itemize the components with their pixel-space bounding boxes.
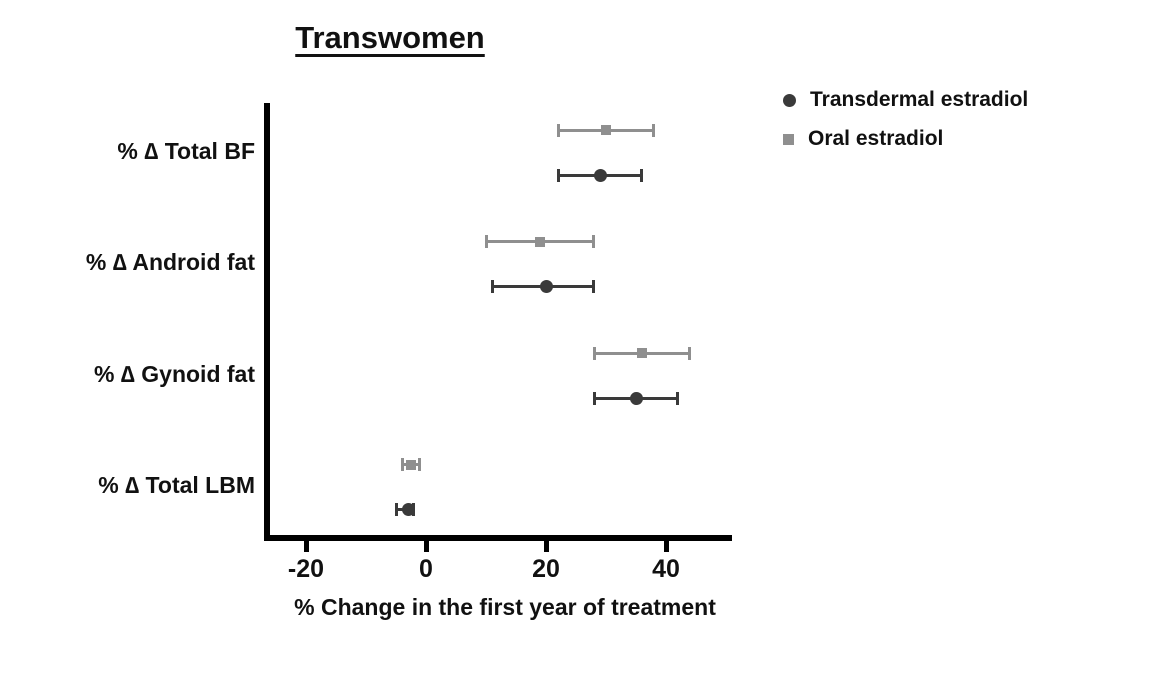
legend-label: Transdermal estradiol (810, 88, 1029, 111)
data-point-circle (593, 168, 607, 182)
category-label: % ∆ Total LBM (98, 472, 255, 498)
error-bar-cap-left (491, 280, 494, 293)
data-point-square (601, 125, 611, 135)
category-label: % ∆ Gynoid fat (93, 360, 255, 387)
data-point-circle (629, 391, 643, 405)
error-bar-cap-left (593, 346, 596, 360)
x-tick-label: 20 (532, 555, 560, 583)
square-marker-icon (783, 133, 794, 145)
error-bar-cap-left (593, 391, 596, 405)
data-point-square (637, 348, 647, 358)
error-bar-cap-left (401, 458, 404, 471)
legend-item-oral-estradiol: Oral estradiol (783, 127, 1028, 151)
y-axis-line (264, 103, 270, 541)
x-axis-tick (423, 541, 429, 552)
error-bar-cap-right (652, 123, 655, 137)
legend-item-transdermal-estradiol: Transdermal estradiol (783, 88, 1028, 112)
error-bar-cap-right (592, 280, 595, 293)
data-point-circle (539, 280, 553, 293)
error-bar-cap-right (688, 346, 691, 360)
circle-marker-icon (783, 93, 796, 107)
error-bar-cap-left (395, 503, 398, 516)
error-bar-cap-left (557, 123, 560, 137)
x-axis-tick (303, 541, 309, 552)
x-axis-line (264, 535, 732, 541)
legend-label: Oral estradiol (808, 127, 944, 150)
error-bar-cap-left (557, 168, 560, 182)
data-point-circle (401, 503, 415, 516)
data-point-square (535, 236, 545, 247)
error-bar-cap-right (418, 458, 421, 471)
error-bar-cap-left (485, 235, 488, 248)
error-bar-cap-right (640, 168, 643, 182)
x-axis-title: % Change in the first year of treatment (294, 594, 716, 620)
x-tick-label: 0 (419, 555, 433, 583)
x-axis-tick (543, 541, 549, 552)
legend: Transdermal estradiol Oral estradiol (783, 88, 1028, 166)
error-bar-cap-right (592, 235, 595, 248)
x-axis-tick (663, 541, 669, 552)
category-label: % ∆ Total BF (117, 137, 255, 164)
x-tick-label: 40 (652, 555, 680, 583)
data-point-square (406, 459, 416, 470)
category-label: % ∆ Android fat (85, 249, 255, 275)
chart-title: Transwomen (295, 20, 485, 55)
x-tick-label: -20 (287, 555, 325, 583)
error-bar-cap-right (676, 391, 679, 405)
